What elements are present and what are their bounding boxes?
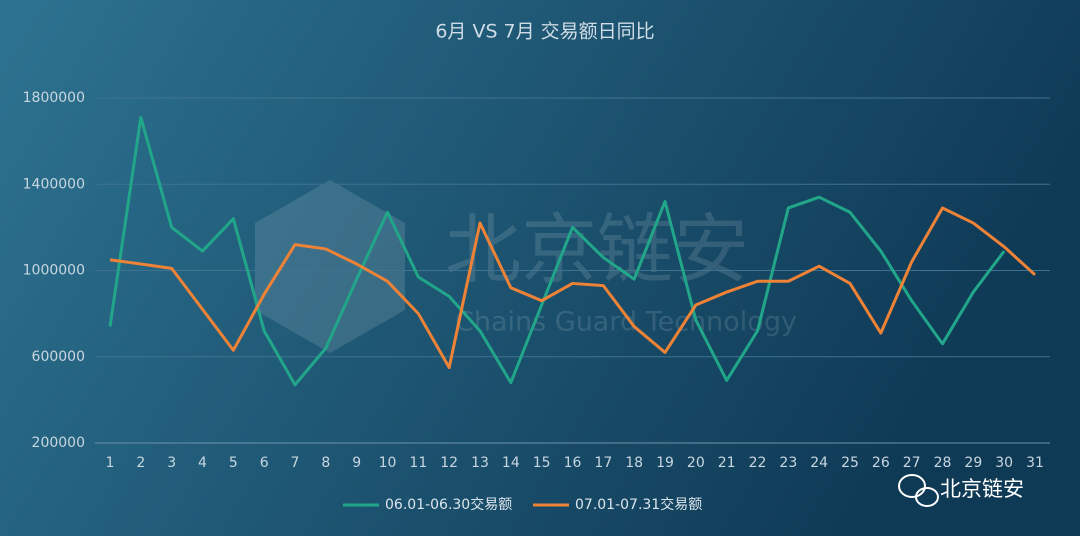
x-tick-label: 31 [1026,455,1044,471]
x-tick-label: 9 [352,455,361,471]
x-tick-label: 7 [291,455,300,471]
x-tick-label: 20 [687,455,705,471]
x-tick-label: 22 [749,455,767,471]
x-tick-label: 10 [379,455,397,471]
x-tick-label: 2 [136,455,145,471]
x-tick-label: 12 [440,455,458,471]
x-tick-label: 8 [321,455,330,471]
x-tick-label: 29 [964,455,982,471]
x-tick-label: 24 [810,455,828,471]
chart-title: 6月 VS 7月 交易额日同比 [435,21,654,43]
brand-name: 北京链安 [940,477,1024,501]
x-tick-label: 11 [409,455,427,471]
brand-logo: 北京链安 [898,474,1024,507]
x-tick-label: 17 [594,455,612,471]
x-tick-label: 21 [718,455,736,471]
x-tick-label: 15 [533,455,551,471]
x-tick-label: 28 [934,455,952,471]
x-tick-label: 19 [656,455,674,471]
x-tick-label: 5 [229,455,238,471]
x-tick-label: 25 [841,455,859,471]
y-tick-label: 1800000 [23,90,85,106]
brand-icon [898,474,926,498]
x-tick-label: 18 [625,455,643,471]
line-series [108,115,1006,387]
y-tick-label: 1400000 [23,176,85,192]
x-tick-label: 27 [903,455,921,471]
y-tick-label: 600000 [32,349,85,365]
x-tick-label: 30 [995,455,1013,471]
y-tick-label: 1000000 [23,263,85,279]
legend-label: 07.01-07.31交易额 [575,496,702,513]
legend-label: 06.01-06.30交易额 [385,496,512,513]
watermark-subtitle: Chains Guard Technology [455,307,797,338]
brand-icon [915,487,939,507]
x-tick-label: 13 [471,455,489,471]
x-tick-label: 14 [502,455,520,471]
x-tick-label: 6 [260,455,269,471]
x-tick-label: 4 [198,455,207,471]
watermark-logo [255,180,405,353]
x-tick-label: 16 [564,455,582,471]
x-tick-label: 1 [106,455,115,471]
x-tick-label: 23 [779,455,797,471]
y-tick-label: 200000 [32,435,85,451]
x-tick-label: 3 [167,455,176,471]
line-series [109,206,1037,370]
x-tick-label: 26 [872,455,890,471]
